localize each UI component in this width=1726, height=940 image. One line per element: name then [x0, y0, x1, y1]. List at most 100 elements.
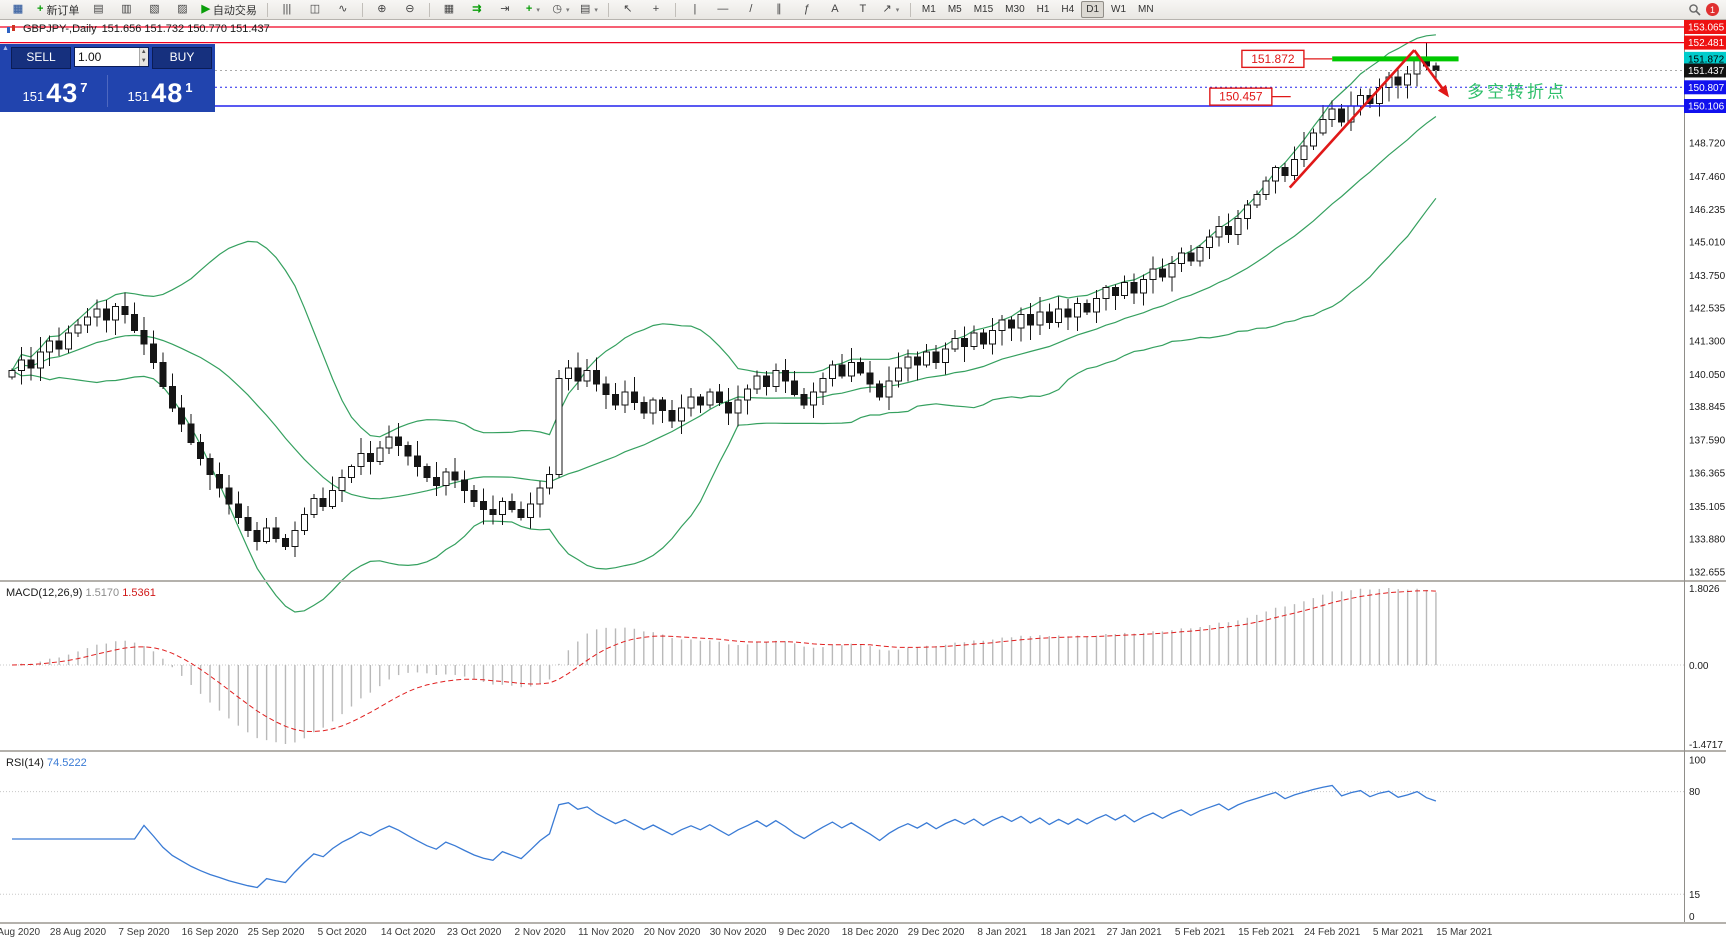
tile-windows-icon[interactable]: ▦ [436, 0, 462, 19]
arrows-icon[interactable]: ↗ ▾ [878, 0, 904, 19]
auto-scroll-icon: ⇉ [472, 3, 482, 15]
svg-text:151.437: 151.437 [1688, 66, 1725, 77]
chart-canvas[interactable]: 151.872 150.457 多空转折点 148.720 147.460 146.235… [0, 20, 1726, 940]
search-icon[interactable] [1688, 3, 1701, 16]
svg-text:150.807: 150.807 [1688, 83, 1725, 94]
auto-scroll-icon[interactable]: ⇉ [464, 0, 490, 19]
terminal-icon[interactable]: ▨ [169, 0, 195, 19]
collapse-trade-panel-icon[interactable]: ▲ [2, 45, 9, 52]
sell-button[interactable]: SELL [11, 47, 71, 69]
text-icon: A [831, 3, 839, 15]
svg-text:142.535: 142.535 [1689, 304, 1726, 315]
svg-text:146.235: 146.235 [1689, 205, 1726, 216]
buy-button[interactable]: BUY [152, 47, 212, 69]
svg-text:135.105: 135.105 [1689, 502, 1726, 513]
svg-text:151.872: 151.872 [1251, 52, 1295, 66]
pane-separator[interactable] [0, 580, 1726, 582]
chart-header: GBPJPY-,Daily 151.656 151.732 150.770 15… [6, 23, 270, 35]
lot-size-input[interactable] [75, 48, 139, 66]
svg-text:132.655: 132.655 [1689, 567, 1726, 578]
periods-icon: ◷ [552, 3, 562, 15]
timeframe-mn-button[interactable]: MN [1138, 4, 1154, 15]
chart-shift-icon[interactable]: ⇥ [492, 0, 518, 19]
svg-text:2 Nov 2020: 2 Nov 2020 [515, 927, 567, 938]
timeframe-m15-button[interactable]: M15 [973, 4, 994, 15]
rsi-scale-value: 100 [1689, 756, 1706, 767]
crosshair-icon[interactable]: + [643, 0, 669, 19]
bar-chart-icon[interactable]: ||| [274, 0, 300, 19]
pane-separator[interactable] [0, 922, 1726, 924]
lot-step-down-icon[interactable]: ▼ [138, 57, 148, 66]
price-callout-151.872[interactable]: 151.872 [1241, 49, 1333, 69]
bid-pip: 7 [80, 80, 88, 95]
trendline-icon[interactable]: / [738, 0, 764, 19]
toolbar-buttons: ▦ + 新订单 ▤ ▥ ▧ ▨ ▶ 自动交易 ||| ◫ ∿ ⊕ ⊖ ▦ ⇉ ⇥ + ▾ ◷ ▾ ▤ ▾ ↖ + | — / ∥ ƒ A T ↗… [5, 0, 1159, 19]
toolbar-separator [607, 2, 609, 17]
indicators-icon[interactable]: + ▾ [520, 0, 546, 19]
lot-step-up-icon[interactable]: ▲ [138, 48, 148, 57]
svg-text:143.750: 143.750 [1689, 271, 1726, 282]
channel-icon[interactable]: ∥ [766, 0, 792, 19]
templates-icon: ▤ [579, 3, 591, 15]
svg-text:15 Feb 2021: 15 Feb 2021 [1238, 927, 1295, 938]
horizontal-line-icon: — [717, 3, 729, 15]
svg-text:141.300: 141.300 [1689, 337, 1726, 348]
price-callout-150.457[interactable]: 150.457 [1209, 87, 1291, 106]
text-icon[interactable]: A [822, 0, 848, 19]
timeframe-h1-button[interactable]: H1 [1036, 4, 1050, 15]
chinese-note-text[interactable]: 多空转折点 [1467, 83, 1567, 102]
svg-text:5 Mar 2021: 5 Mar 2021 [1373, 927, 1424, 938]
horizontal-level-lines[interactable] [0, 26, 1684, 107]
navigator-icon[interactable]: ▧ [141, 0, 167, 19]
autotrading-button-label: 自动交易 [212, 4, 257, 17]
fibonacci-icon[interactable]: ƒ [794, 0, 820, 19]
candlestick-chart-icon[interactable]: ◫ [302, 0, 328, 19]
rsi-scale-value: 0 [1689, 912, 1695, 923]
svg-text:18 Jan 2021: 18 Jan 2021 [1041, 927, 1096, 938]
toolbar-right: 1 [1688, 3, 1721, 16]
svg-text:29 Dec 2020: 29 Dec 2020 [908, 927, 965, 938]
timeframe-m30-button[interactable]: M30 [1005, 4, 1025, 15]
trend-line-1[interactable] [1288, 49, 1416, 189]
timeframe-h4-button[interactable]: H4 [1061, 4, 1075, 15]
new-chart-icon[interactable]: ▦ [5, 0, 31, 19]
data-window-icon[interactable]: ▥ [113, 0, 139, 19]
horizontal-line-icon[interactable]: — [710, 0, 736, 19]
autotrading-button: ▶ [201, 3, 210, 15]
market-watch-icon[interactable]: ▤ [85, 0, 111, 19]
periods-icon[interactable]: ◷ ▾ [548, 0, 574, 19]
arrows-icon: ↗ [882, 3, 892, 15]
dropdown-arrow-icon: ▾ [536, 6, 540, 14]
notification-badge[interactable]: 1 [1706, 3, 1719, 16]
label-icon[interactable]: T [850, 0, 876, 19]
vertical-line-icon[interactable]: | [682, 0, 708, 19]
trend-line-2[interactable] [1413, 49, 1449, 96]
timeframe-d1-button[interactable]: D1 [1081, 1, 1105, 18]
price-scale[interactable]: 148.720 147.460 146.235 145.010 143.750 142.5… [1684, 20, 1726, 578]
svg-text:18 Dec 2020: 18 Dec 2020 [842, 927, 899, 938]
autotrading-button[interactable]: ▶ 自动交易 [197, 0, 260, 19]
svg-text:153.065: 153.065 [1688, 23, 1725, 34]
zoom-out-icon[interactable]: ⊖ [397, 0, 423, 19]
cursor-icon[interactable]: ↖ [615, 0, 641, 19]
timeframe-w1-button[interactable]: W1 [1111, 4, 1127, 15]
terminal-icon: ▨ [177, 3, 188, 15]
pane-separator[interactable] [0, 750, 1726, 752]
ask-prefix: 151 [127, 89, 150, 104]
svg-text:14 Oct 2020: 14 Oct 2020 [381, 927, 436, 938]
line-chart-icon[interactable]: ∿ [330, 0, 356, 19]
templates-icon[interactable]: ▤ ▾ [576, 0, 602, 19]
bid-prefix: 151 [22, 89, 45, 104]
new-order-button[interactable]: + 新订单 [33, 0, 83, 19]
svg-text:11 Nov 2020: 11 Nov 2020 [578, 927, 634, 938]
cursor-icon: ↖ [623, 3, 633, 15]
timeframe-m5-button[interactable]: M5 [947, 4, 962, 15]
svg-text:7 Sep 2020: 7 Sep 2020 [118, 927, 170, 938]
time-scale[interactable]: 19 Aug 2020 28 Aug 2020 7 Sep 2020 16 Sep 2… [0, 927, 1493, 938]
zoom-in-icon[interactable]: ⊕ [369, 0, 395, 19]
svg-text:151.872: 151.872 [1688, 54, 1725, 65]
svg-text:25 Sep 2020: 25 Sep 2020 [248, 927, 305, 938]
timeframe-m1-button[interactable]: M1 [921, 4, 936, 15]
candles [8, 42, 1440, 557]
dropdown-arrow-icon: ▾ [895, 6, 900, 14]
